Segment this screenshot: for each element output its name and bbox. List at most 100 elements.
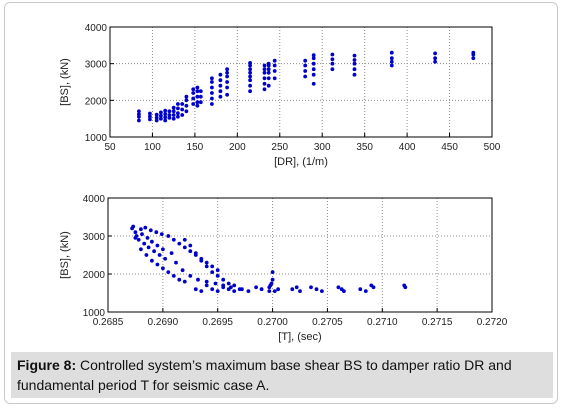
chart-1-data-point — [352, 53, 357, 58]
chart-1-data-point — [303, 58, 308, 63]
chart-2-data-point — [154, 230, 159, 235]
caption-text: Controlled system’s maximum base shear B… — [17, 357, 512, 393]
chart-1-data-point — [352, 58, 357, 62]
chart-2-data-point — [363, 289, 368, 293]
chart-1-data-point — [266, 83, 271, 88]
chart-2-data-point — [254, 285, 258, 290]
chart-2-xtick-label: 0.2690 — [148, 317, 179, 328]
chart-2-xtick-label: 0.2700 — [257, 317, 288, 328]
chart-2-data-point — [276, 287, 280, 292]
caption-label: Figure 8: — [17, 357, 77, 373]
chart-2-axes-box — [107, 197, 493, 313]
chart-2-data-point — [371, 285, 376, 290]
chart-2-data-point — [166, 234, 171, 238]
chart-2-data-point — [133, 236, 138, 240]
chart-1-data-point — [311, 61, 316, 66]
chart-2-data-point — [161, 266, 165, 271]
chart-1-data-point — [352, 61, 357, 66]
chart-1-axes-box — [109, 26, 493, 138]
chart-2-data-point — [294, 285, 299, 290]
chart-2-data-point — [150, 239, 154, 244]
chart-2-data-point — [270, 277, 275, 282]
chart-2-data-point — [196, 277, 200, 282]
chart-1-data-point — [210, 76, 214, 81]
chart-1-data-point — [330, 52, 335, 57]
chart-2-data-point — [403, 285, 408, 290]
chart-1-ytick-label: 2000 — [85, 96, 108, 107]
chart-2-data-point — [213, 281, 218, 286]
chart-1-data-point — [195, 103, 200, 108]
chart-1-data-point — [195, 89, 200, 94]
chart-2-data-point — [161, 247, 165, 252]
chart-2-data-point — [232, 289, 237, 293]
chart-1-data-point — [154, 115, 159, 120]
chart-1-data-point — [218, 78, 223, 83]
figure-caption: Figure 8: Controlled system’s maximum ba… — [17, 355, 547, 395]
chart-1-data-point — [167, 113, 172, 117]
chart-2-data-point — [270, 270, 275, 274]
chart-1-data-point — [180, 102, 185, 106]
chart-1-data-point — [198, 100, 203, 105]
chart-1-data-point — [191, 87, 196, 92]
chart-1-data-point — [389, 56, 394, 61]
chart-2-ytick-label: 1000 — [83, 308, 106, 319]
chart-2-data-point — [226, 287, 231, 292]
chart-2-data-point — [358, 287, 363, 292]
chart-2-data-point — [148, 228, 153, 233]
chart-2-data-point — [136, 237, 141, 242]
chart-1-data-point — [191, 102, 196, 106]
chart-1-data-point — [191, 91, 196, 95]
chart-2-data-point — [180, 268, 185, 273]
chart-1-data-point — [218, 89, 223, 94]
chart-2-data-point — [171, 237, 176, 242]
chart-2-data-point — [188, 249, 193, 254]
chart-2-data-point — [199, 258, 204, 263]
chart-1-data-point — [137, 109, 141, 114]
chart-1-data-point — [176, 106, 180, 111]
chart-1-data-point — [163, 112, 168, 116]
chart-1-data-point — [225, 70, 230, 75]
chart-2-data-point — [182, 245, 187, 250]
chart-2-data-point — [210, 264, 215, 269]
chart-1-data-point — [176, 102, 180, 106]
chart-1-data-point — [225, 67, 230, 72]
chart-2-data-point — [204, 283, 209, 288]
chart-1-data-point — [266, 70, 271, 75]
chart-1-data-point — [262, 70, 267, 75]
chart-1-data-point — [218, 94, 223, 99]
chart-2-data-point — [171, 274, 176, 278]
chart-1-data-point — [195, 85, 200, 90]
chart-1-data-point — [167, 116, 172, 120]
chart-1-data-point — [225, 74, 230, 79]
chart-2-data-point — [204, 260, 209, 265]
chart-2-plot-area — [108, 198, 492, 312]
chart-2-data-point — [177, 277, 182, 282]
chart-1-xtick-label: 350 — [356, 142, 373, 153]
chart-2-data-point — [155, 243, 160, 248]
chart-1-data-point — [389, 50, 394, 55]
chart-2-data-point — [204, 264, 209, 269]
chart-2-data-point — [157, 253, 162, 257]
chart-1-data-point — [266, 61, 271, 66]
chart-2-data-point — [182, 237, 187, 242]
chart-2-data-point — [272, 289, 277, 293]
chart-1-data-point — [248, 89, 253, 94]
chart-1-data-point — [148, 117, 152, 122]
chart-1-data-point — [163, 108, 168, 113]
chart-1-xtick-label: 50 — [104, 142, 116, 153]
chart-1-data-point — [163, 118, 168, 123]
chart-1-data-point — [154, 112, 159, 117]
chart-1-data-point — [225, 85, 230, 90]
chart-2-data-point — [199, 289, 204, 293]
chart-2-data-point — [143, 225, 148, 230]
chart-1-ytick-label: 1000 — [85, 133, 108, 144]
chart-1-data-point — [218, 72, 223, 77]
chart-2-xtick-label: 0.2695 — [202, 317, 233, 328]
chart-2-data-point — [221, 277, 226, 282]
chart-1-data-point — [176, 114, 180, 119]
chart-1-data-point — [184, 94, 189, 99]
chart-1-data-point — [180, 113, 185, 117]
chart-2-xtick-label: 0.2705 — [312, 317, 343, 328]
chart-1-data-point — [184, 98, 189, 103]
chart-2-data-point — [267, 289, 272, 293]
